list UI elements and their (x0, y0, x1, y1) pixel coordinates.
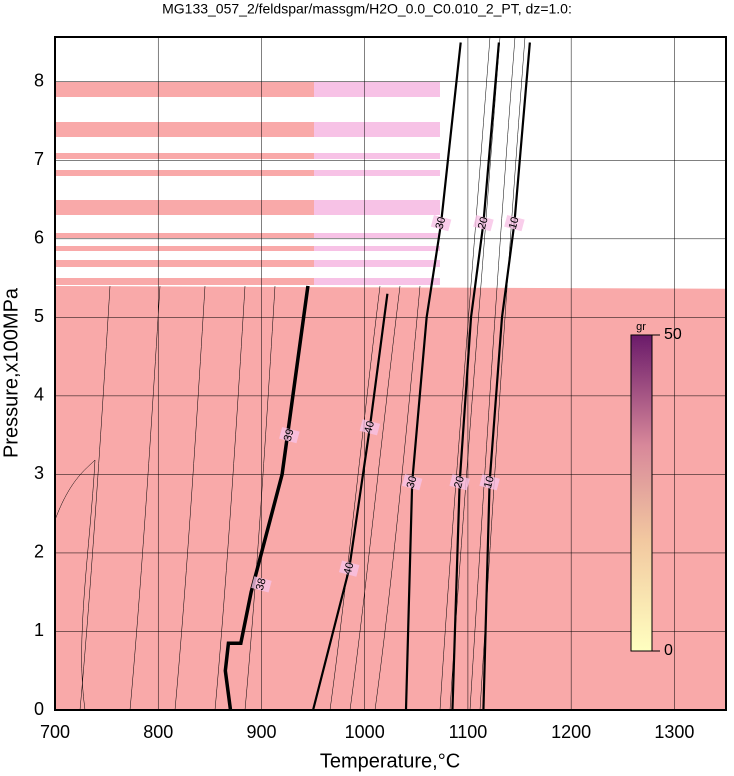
contour-label-bg (401, 474, 423, 491)
contour-line (482, 42, 531, 710)
x-tick-label: 1200 (551, 722, 591, 742)
pink-region (55, 286, 726, 710)
thin-contour (79, 285, 111, 710)
y-tick-label: 0 (34, 699, 44, 719)
colorbar-label: gr (636, 321, 646, 333)
contour-line (451, 42, 500, 710)
stripe (314, 200, 440, 215)
contour-label-bg (473, 214, 494, 232)
contour-label: 40 (362, 420, 377, 435)
contour-label: 20 (476, 216, 491, 231)
contour-label: 30 (405, 475, 420, 490)
plot-frame (54, 36, 727, 711)
x-tick-label: 1300 (654, 722, 694, 742)
stripes (55, 82, 440, 285)
thin-contour (129, 285, 161, 710)
thin-contour (374, 285, 421, 710)
phase-boundary (223, 285, 310, 710)
chart-title: MG133_057_2/feldspar/massgm/H2O_0.0_C0.0… (162, 1, 572, 17)
thin-contour (244, 285, 276, 710)
x-tick-label: 800 (143, 722, 173, 742)
y-tick-label: 3 (34, 463, 44, 483)
stripe (314, 233, 440, 238)
thin-contour (329, 285, 381, 710)
stripe (55, 153, 314, 159)
y-axis-title: Pressure,x100MPa (0, 287, 22, 458)
stripe (55, 82, 314, 97)
colorbar-tick-label: 50 (664, 326, 682, 343)
y-tick-label: 7 (34, 149, 44, 169)
stripe (55, 246, 314, 251)
contour-label: 20 (452, 475, 467, 490)
thin-contour (469, 37, 516, 710)
contour-label: 10 (482, 475, 497, 490)
stripe (314, 153, 440, 159)
y-tick-label: 6 (34, 228, 44, 248)
stripe (314, 170, 440, 176)
stripe (55, 122, 314, 137)
shading (55, 37, 726, 710)
colorbar-tick-label: 0 (664, 642, 673, 659)
thin-contour (349, 285, 401, 710)
stripe (314, 278, 440, 285)
contour-label: 39 (282, 428, 297, 443)
contour-label: 30 (434, 216, 449, 231)
y-tick-label: 2 (34, 542, 44, 562)
contour-label: 10 (507, 216, 522, 231)
colorbar (630, 334, 653, 652)
contour-label: 38 (254, 577, 269, 592)
thin-contour (214, 285, 246, 710)
stripe (314, 82, 440, 97)
contour-label: 40 (342, 561, 357, 576)
stripe (55, 170, 314, 176)
x-axis-title: Temperature,°C (320, 750, 460, 772)
stripe (55, 200, 314, 215)
stripe (314, 246, 440, 251)
contour-line (404, 42, 462, 710)
thin-contour (55, 459, 96, 710)
y-tick-label: 8 (34, 71, 44, 91)
thin-contour (174, 285, 206, 710)
x-tick-label: 900 (246, 722, 276, 742)
stripe (55, 278, 314, 285)
contour-label-bg (338, 560, 360, 577)
stripe (55, 260, 314, 267)
contour-label-bg (479, 474, 500, 491)
y-tick-label: 1 (34, 620, 44, 640)
contour-line (312, 293, 389, 710)
x-tick-label: 700 (40, 722, 70, 742)
contour-label-bg (279, 427, 300, 444)
contour-label-bg (430, 214, 452, 232)
y-tick-label: 5 (34, 306, 44, 326)
y-tick-label: 4 (34, 385, 44, 405)
contour-label-bg (504, 214, 525, 232)
x-tick-label: 1100 (449, 722, 488, 742)
contour-label-bg (359, 419, 381, 436)
stripe (314, 122, 440, 137)
x-tick-label: 1000 (345, 722, 385, 742)
stripe (314, 260, 440, 267)
stripe (55, 233, 314, 238)
contour-label-bg (251, 576, 272, 593)
contours: 40 40 30 30 20 20 10 10 39 38 (223, 42, 531, 710)
contour-label-bg (449, 474, 470, 491)
